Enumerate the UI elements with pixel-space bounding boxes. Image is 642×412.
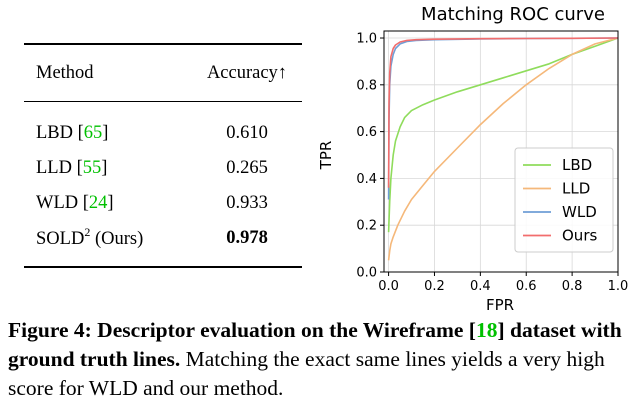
accuracy-cell: 0.610 [226, 123, 268, 143]
series-line-lld [387, 37, 619, 261]
accuracy-cell: 0.265 [226, 158, 268, 178]
x-tick-label: 0.6 [516, 279, 537, 294]
results-table-container: Method Accuracy↑ LBD [65] 0.610 LLD [55]… [24, 43, 302, 268]
citation-link[interactable]: 55 [82, 158, 102, 178]
legend-label: LBD [562, 156, 592, 174]
results-table: Method Accuracy↑ LBD [65] 0.610 LLD [55]… [24, 43, 302, 268]
method-cell: LLD [55] [36, 158, 108, 178]
method-name: LBD [36, 123, 73, 143]
series-line-lbd [387, 37, 619, 233]
table-row: WLD [24] 0.933 [24, 186, 302, 221]
method-name: LLD [36, 158, 72, 178]
y-tick-label: 0.6 [356, 125, 377, 140]
series-line-ours [387, 37, 619, 188]
method-name: SOLD [36, 229, 85, 250]
table-header-row: Method Accuracy↑ [24, 44, 302, 102]
method-name: WLD [36, 193, 79, 213]
legend-label: LLD [562, 180, 590, 198]
table-row: LLD [55] 0.265 [24, 151, 302, 186]
header-accuracy: Accuracy↑ [206, 62, 288, 83]
x-tick-label: 1.0 [608, 279, 629, 294]
chart-title: Matching ROC curve [421, 4, 605, 25]
y-tick-label: 0.0 [356, 266, 377, 281]
method-superscript: 2 [84, 225, 91, 240]
plot-frame [383, 30, 619, 273]
y-tick-label: 1.0 [356, 32, 377, 47]
legend-box [514, 147, 614, 253]
x-tick-label: 0.4 [470, 279, 491, 294]
x-axis-label: FPR [486, 296, 514, 314]
table-row: LBD [65] 0.610 [24, 101, 302, 152]
method-suffix: (Ours) [90, 229, 144, 250]
y-tick-label: 0.8 [356, 78, 377, 93]
y-tick-label: 0.2 [356, 219, 377, 234]
citation-link[interactable]: 24 [88, 193, 108, 213]
citation-link[interactable]: 65 [83, 123, 103, 143]
x-tick-label: 0.2 [424, 279, 445, 294]
method-cell: LBD [65] [36, 123, 109, 143]
method-cell: WLD [24] [36, 193, 114, 213]
method-cell: SOLD2 (Ours) [24, 221, 192, 267]
table-row: SOLD2 (Ours) 0.978 [24, 221, 302, 267]
caption-bold-text-2: ] dataset with ground truth lines. [8, 318, 622, 371]
chart-lines [387, 37, 619, 261]
x-tick-label: 0.0 [378, 279, 399, 294]
legend-label: Ours [562, 227, 597, 245]
y-tick-label: 0.4 [356, 172, 377, 187]
x-tick-label: 0.8 [562, 279, 583, 294]
caption-text: Matching the exact same lines yields a v… [8, 347, 605, 400]
caption-citation-link[interactable]: 18 [475, 318, 498, 342]
accuracy-cell-best: 0.978 [226, 228, 268, 248]
chart-ticks: 0.0 0.2 0.4 0.6 0.8 1.0 0.0 0.2 0.4 0.6 0.8 1.0 [356, 32, 628, 294]
roc-chart: Matching ROC curve 0.0 0.2 0.4 0.6 0.8 1.00.0… [317, 4, 628, 314]
chart-legend: LBD LLD WLD Ours [514, 147, 614, 253]
figure-caption: Figure 4: Descriptor evaluation on the W… [8, 316, 638, 403]
header-method: Method [36, 62, 94, 83]
legend-label: WLD [562, 203, 597, 221]
caption-bold-text: Descriptor evaluation on the Wireframe [ [97, 318, 476, 342]
accuracy-cell: 0.933 [226, 193, 268, 213]
caption-label: Figure 4: [8, 318, 92, 342]
y-axis-label: TPR [317, 141, 335, 171]
